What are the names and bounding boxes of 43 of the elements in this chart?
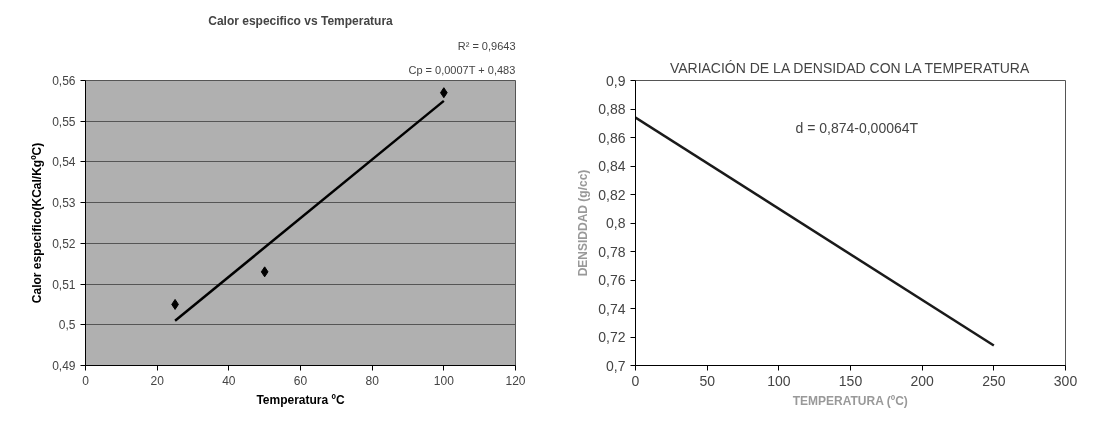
y-tick-label: 0,7 — [606, 357, 626, 374]
y-tick-label: 0,72 — [598, 329, 626, 345]
point — [260, 266, 269, 278]
x-tick-label: 150 — [838, 372, 863, 389]
y-tick-label: 0,54 — [52, 155, 76, 170]
x-tick-label: 120 — [505, 373, 526, 388]
annotation: d = 0,874-0,00064T — [795, 119, 919, 136]
y-tick-label: 0,82 — [598, 186, 626, 203]
x-tick-label: 300 — [1053, 372, 1078, 389]
y-tick-label: 0,9 — [606, 72, 626, 89]
x-tick-label: 200 — [910, 372, 935, 389]
y-tick-label: 0,88 — [598, 101, 626, 117]
x-tick-label: 0 — [82, 373, 90, 388]
x-tick-label: 20 — [150, 373, 165, 388]
x-tick-label: 100 — [433, 373, 455, 388]
x-tick-label: 40 — [222, 373, 236, 388]
y-tick-label: 0,76 — [598, 272, 626, 288]
y-tick-label: 0,55 — [52, 114, 76, 129]
x-axis-title: TEMPERATURA (ºC) — [792, 393, 908, 408]
chart-title: VARIACIÓN DE LA DENSIDAD CON LA TEMPERATURA — [669, 59, 1030, 76]
y-axis-title: DENSIDDAD (g/cc) — [576, 169, 591, 277]
x-tick-label: 100 — [767, 372, 791, 389]
x-tick-label: 0 — [631, 372, 640, 389]
y-tick-label: 0,86 — [598, 129, 626, 146]
y-tick-label: 0,53 — [52, 196, 76, 211]
x-tick-label: 80 — [365, 373, 380, 388]
y-tick-label: 0,52 — [52, 236, 76, 251]
y-tick-label: 0,51 — [52, 277, 76, 292]
text: R² = 0,9643 — [457, 39, 516, 52]
y-tick-label: 0,78 — [598, 243, 626, 260]
x-tick-label: 50 — [699, 372, 716, 389]
y-tick-label: 0,5 — [58, 318, 76, 333]
text: Cp = 0,0007T + 0,483 — [408, 63, 516, 76]
x-axis-title: Temperatura ºC — [256, 392, 345, 407]
x-tick-label: 250 — [982, 372, 1006, 389]
y-tick-label: 0,8 — [606, 215, 626, 231]
y-tick-label: 0,84 — [598, 158, 626, 174]
y-axis-title: Calor especifico(KCal/KgºC) — [30, 142, 45, 304]
y-tick-label: 0,49 — [52, 359, 76, 373]
x-tick-label: 60 — [293, 373, 308, 388]
y-tick-label: 0,74 — [598, 300, 626, 317]
y-tick-label: 0,56 — [52, 74, 76, 88]
chart-title: Calor especifico vs Temperatura — [208, 13, 394, 28]
